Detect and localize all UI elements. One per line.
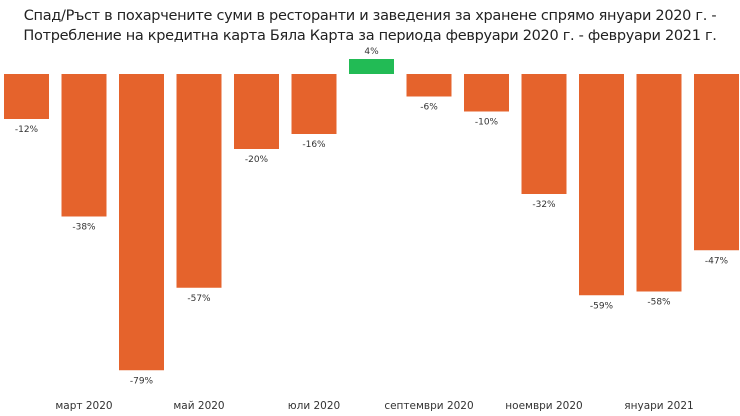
bar-юли 2020 (291, 74, 337, 134)
x-tick-label: юли 2020 (288, 400, 340, 412)
bar-май 2020 (176, 74, 222, 288)
x-tick-label: май 2020 (173, 400, 224, 412)
bar-ноември 2020 (521, 74, 567, 194)
data-label: -47% (705, 256, 729, 266)
bar-юни 2020 (234, 74, 279, 149)
title-line-1: Спад/Ръст в похарчените суми в ресторант… (23, 8, 717, 24)
data-label: -16% (302, 140, 326, 150)
bar-януари 2021 (636, 74, 682, 292)
x-tick-label: ноември 2020 (505, 400, 582, 412)
data-label: -58% (647, 298, 671, 308)
data-label: -20% (245, 155, 269, 165)
bar-април 2020 (119, 74, 164, 371)
data-label: -12% (15, 125, 39, 135)
bar-септември 2020 (406, 74, 452, 97)
bar-август 2020 (349, 59, 394, 74)
data-label: -6% (420, 103, 438, 113)
data-label: -57% (187, 294, 211, 304)
data-label: -10% (475, 118, 499, 128)
bar-февруари 2020 (4, 74, 49, 119)
bar-декември 2020 (579, 74, 624, 296)
data-label: 4% (364, 47, 379, 57)
bar-октомври 2020 (464, 74, 509, 112)
x-tick-label: януари 2021 (624, 400, 693, 412)
bar-март 2020 (61, 74, 107, 217)
chart-title: Спад/Ръст в похарчените суми в ресторант… (0, 6, 740, 46)
data-label: -79% (130, 376, 154, 386)
x-tick-label: март 2020 (55, 400, 112, 412)
data-label: -59% (590, 301, 614, 311)
bar-февруари 2021 (694, 74, 739, 251)
data-label: -38% (72, 223, 96, 233)
x-tick-label: септември 2020 (384, 400, 473, 412)
title-line-2: Потребление на кредитна карта Бяла Карта… (23, 28, 717, 44)
data-label: -32% (532, 200, 556, 210)
